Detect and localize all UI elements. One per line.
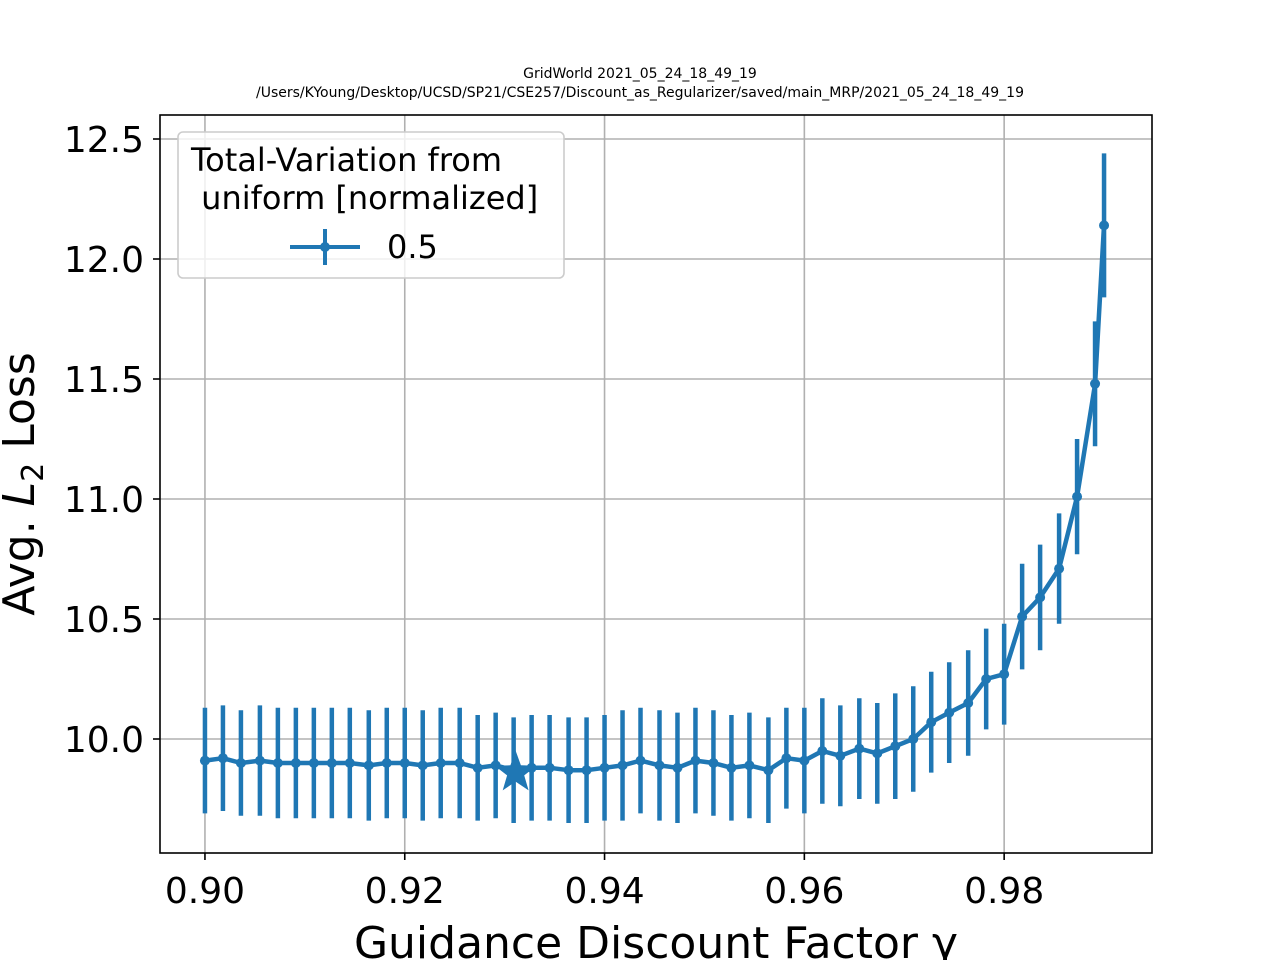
data-point — [1099, 220, 1110, 231]
data-point — [290, 758, 301, 768]
data-point — [435, 758, 446, 768]
axes-frame — [159, 114, 1153, 854]
data-point — [272, 758, 283, 768]
y-tick-label: 12.0 — [64, 240, 144, 281]
legend-entry-label: 0.5 — [387, 228, 438, 266]
data-point — [817, 746, 828, 756]
x-tick-label: 0.92 — [365, 871, 445, 912]
data-point — [581, 765, 592, 776]
legend-box — [177, 131, 565, 279]
data-point — [617, 760, 628, 771]
chart-title-line-2: /Users/KYoung/Desktop/UCSD/SP21/CSE257/D… — [256, 85, 1024, 101]
best-point-star-marker — [494, 750, 537, 791]
data-point — [235, 758, 246, 768]
chart-title-line-1: GridWorld 2021_05_24_18_49_19 — [523, 66, 757, 82]
data-point — [763, 765, 774, 776]
x-tick-label: 0.90 — [165, 871, 245, 912]
data-point — [872, 748, 883, 759]
y-tick-label: 11.0 — [64, 480, 144, 521]
legend-title-line-2: uniform [normalized] — [191, 179, 538, 217]
data-point — [1035, 592, 1046, 603]
x-axis-label: Guidance Discount Factor γ — [354, 918, 958, 960]
star-marker — [494, 750, 537, 791]
data-point — [344, 758, 355, 768]
data-point — [1054, 563, 1065, 574]
y-axis-label: Avg. L2 Loss — [0, 352, 51, 616]
y-tick-label: 12.5 — [64, 120, 144, 161]
data-point — [835, 750, 846, 761]
data-point — [326, 758, 337, 768]
data-point — [563, 765, 574, 776]
data-point — [908, 734, 919, 744]
data-point — [744, 760, 755, 771]
y-tick-label: 10.0 — [64, 720, 144, 761]
data-point — [981, 674, 992, 684]
x-tick-label: 0.94 — [564, 871, 644, 912]
data-point — [963, 698, 974, 708]
data-point — [544, 762, 555, 773]
data-point — [599, 762, 610, 773]
data-point — [217, 753, 228, 764]
x-tick-label: 0.98 — [964, 871, 1044, 912]
y-tick-label: 10.5 — [64, 600, 144, 641]
x-tick-label: 0.96 — [764, 871, 844, 912]
data-point — [308, 758, 319, 768]
data-point — [944, 707, 955, 718]
data-point — [1017, 611, 1028, 622]
legend-title-line-1: Total-Variation from — [190, 141, 502, 179]
data-point — [417, 760, 428, 771]
data-point — [890, 741, 901, 752]
data-point — [635, 755, 646, 766]
data-point — [199, 755, 210, 766]
legend-series-swatch — [290, 229, 360, 265]
data-point-markers — [199, 220, 1110, 776]
data-point — [690, 755, 701, 766]
data-point — [454, 758, 465, 768]
data-point — [799, 755, 810, 766]
data-point — [472, 762, 483, 773]
axis-ticks: 0.90 0.92 0.94 0.96 0.98 10.0 10.5 11.0 11.5 12.0… — [64, 120, 1044, 912]
data-point — [1090, 378, 1101, 389]
data-point — [781, 753, 792, 764]
data-point — [708, 758, 719, 768]
data-point — [926, 717, 937, 728]
data-point — [999, 669, 1010, 680]
data-point — [672, 762, 683, 773]
data-point — [654, 760, 665, 771]
data-point — [399, 758, 410, 768]
data-point — [854, 743, 865, 754]
y-tick-label: 11.5 — [64, 360, 144, 401]
legend: Total-Variation from uniform [normalized… — [177, 131, 565, 279]
data-point — [1072, 491, 1083, 502]
data-point — [726, 762, 737, 773]
data-point — [254, 755, 265, 766]
data-point — [381, 758, 392, 768]
data-point — [363, 760, 374, 771]
